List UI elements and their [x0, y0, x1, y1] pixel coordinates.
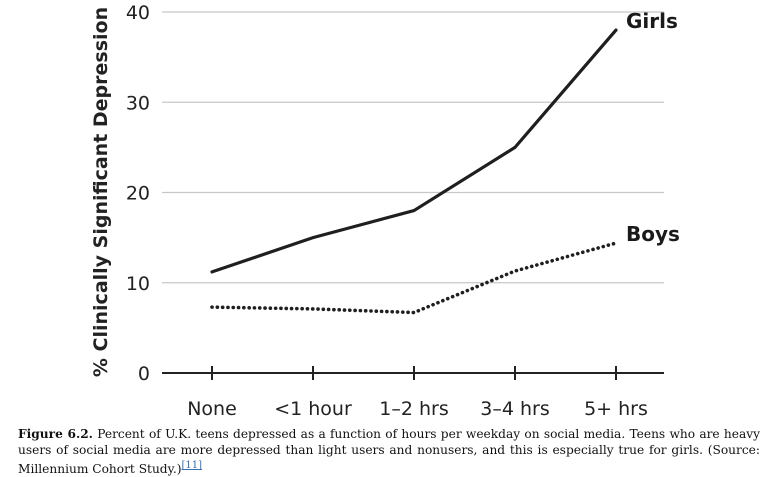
series-line-boys	[210, 241, 618, 315]
gridlines	[162, 11, 664, 284]
y-tick-label: 0	[138, 363, 150, 385]
reference-link[interactable]: [11]	[181, 460, 203, 471]
line-chart: 0 10 20 30 40 None <1 hour 1–2 hrs 3–4 hrs 5+ hr…	[90, 2, 680, 420]
series-line-girls	[210, 28, 618, 274]
x-tick-label: 3–4 hrs	[480, 398, 549, 420]
x-tick-label: 1–2 hrs	[379, 398, 448, 420]
y-tick-label: 20	[126, 183, 150, 205]
series-label-boys: Boys	[626, 222, 680, 246]
caption-text: Percent of U.K. teens depressed as a fun…	[18, 427, 760, 477]
series	[210, 28, 618, 315]
y-axis-title: % Clinically Significant Depression	[90, 7, 112, 377]
series-labels: Girls Boys	[626, 9, 680, 246]
figure-caption: Figure 6.2. Percent of U.K. teens depres…	[18, 426, 760, 477]
y-tick-label: 40	[126, 2, 150, 24]
x-axis-ticks: None <1 hour 1–2 hrs 3–4 hrs 5+ hrs	[187, 366, 648, 420]
y-tick-label: 30	[126, 92, 150, 114]
figure-label: Figure 6.2.	[18, 427, 93, 441]
y-axis-ticks: 0 10 20 30 40	[126, 2, 150, 385]
x-tick-label: None	[187, 398, 237, 420]
x-tick-label: <1 hour	[274, 398, 352, 420]
y-tick-label: 10	[126, 273, 150, 295]
series-label-girls: Girls	[626, 9, 678, 33]
x-tick-label: 5+ hrs	[584, 398, 648, 420]
